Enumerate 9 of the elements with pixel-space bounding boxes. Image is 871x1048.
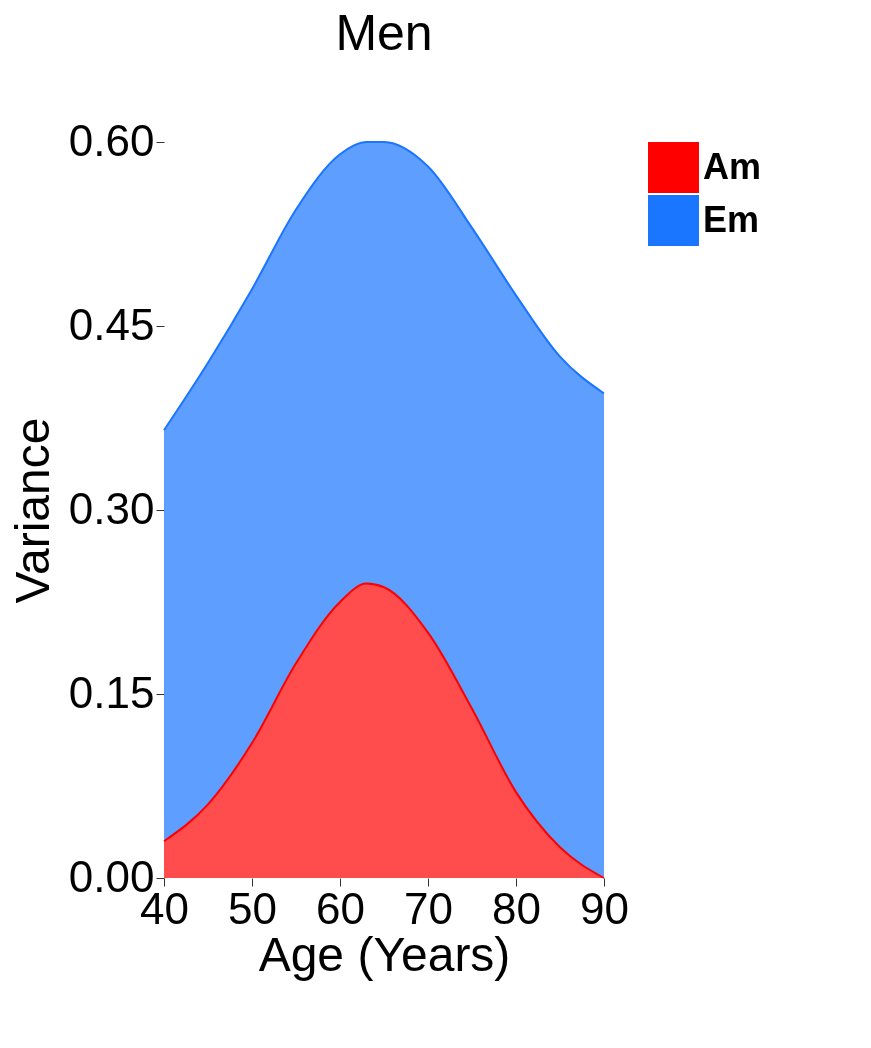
legend-label: Em [703, 198, 760, 240]
y-tick-label: 0.15 [68, 667, 155, 717]
chart-title: Men [335, 5, 433, 61]
legend-label: Am [703, 145, 762, 187]
x-tick-label: 90 [580, 883, 629, 933]
y-axis-title: Variance [5, 417, 59, 604]
y-tick-label: 0.60 [68, 115, 155, 165]
y-tick-label: 0.30 [68, 483, 155, 533]
y-tick-label: 0.45 [68, 299, 155, 349]
